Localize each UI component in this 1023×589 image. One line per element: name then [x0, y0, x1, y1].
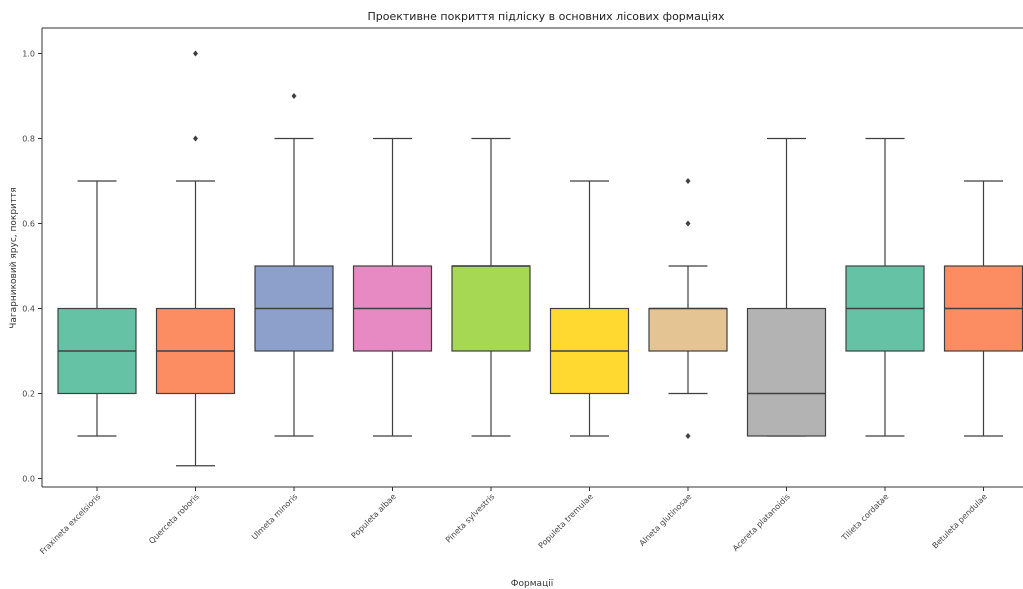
box-10	[943, 180, 1023, 437]
x-tick-label: Tilieta cordatae	[839, 492, 890, 543]
x-tick-label: Querceta roboris	[147, 492, 201, 546]
box-iqr	[648, 307, 728, 352]
y-tick-label: 0.2	[22, 390, 35, 399]
box-2	[155, 50, 236, 467]
x-ticks: Fraxineta excelsioris Querceta roboris Ulm…	[38, 487, 989, 556]
box-1	[57, 180, 137, 437]
y-axis-label: Чагарниковий ярус, покриття	[9, 187, 19, 329]
x-tick-label: Populeta albae	[350, 492, 398, 540]
x-tick-label: Ulmeta minoris	[250, 492, 300, 542]
box-9	[845, 137, 925, 437]
box-8	[746, 137, 827, 437]
box-7	[648, 178, 728, 439]
y-ticks: 0.0 0.2 0.4 0.6 0.8 1.0	[22, 50, 42, 484]
x-tick-label: Acereta platanoidis	[731, 492, 792, 553]
y-tick-label: 0.8	[22, 135, 35, 144]
y-tick-label: 0.4	[22, 305, 35, 314]
box-3	[254, 93, 334, 437]
box-iqr	[746, 307, 827, 437]
box-6	[549, 180, 630, 437]
y-tick-label: 0.0	[22, 475, 35, 484]
boxes	[57, 50, 1023, 467]
box-4	[352, 137, 433, 437]
outlier-point	[193, 135, 198, 142]
outlier-point	[685, 433, 691, 439]
x-tick-label: Alneta glutinosae	[638, 492, 694, 548]
plot-area	[41, 27, 1023, 488]
x-tick-label: Pineta sylvestris	[444, 492, 496, 544]
outlier-point	[685, 178, 691, 184]
y-tick-label: 1.0	[22, 50, 35, 59]
x-tick-label: Betuleta pendulae	[931, 492, 989, 550]
outlier-point	[291, 93, 297, 99]
box-iqr	[451, 265, 531, 352]
chart-title: Проективне покриття підліску в основних …	[368, 10, 725, 23]
outlier-point	[193, 50, 198, 57]
x-tick-label: Populeta tremulae	[537, 492, 595, 550]
x-tick-label: Fraxineta excelsioris	[38, 492, 102, 556]
x-axis-label: Формації	[511, 579, 554, 589]
outlier-point	[685, 220, 691, 227]
y-tick-label: 0.6	[22, 220, 35, 229]
box-5	[451, 137, 531, 437]
